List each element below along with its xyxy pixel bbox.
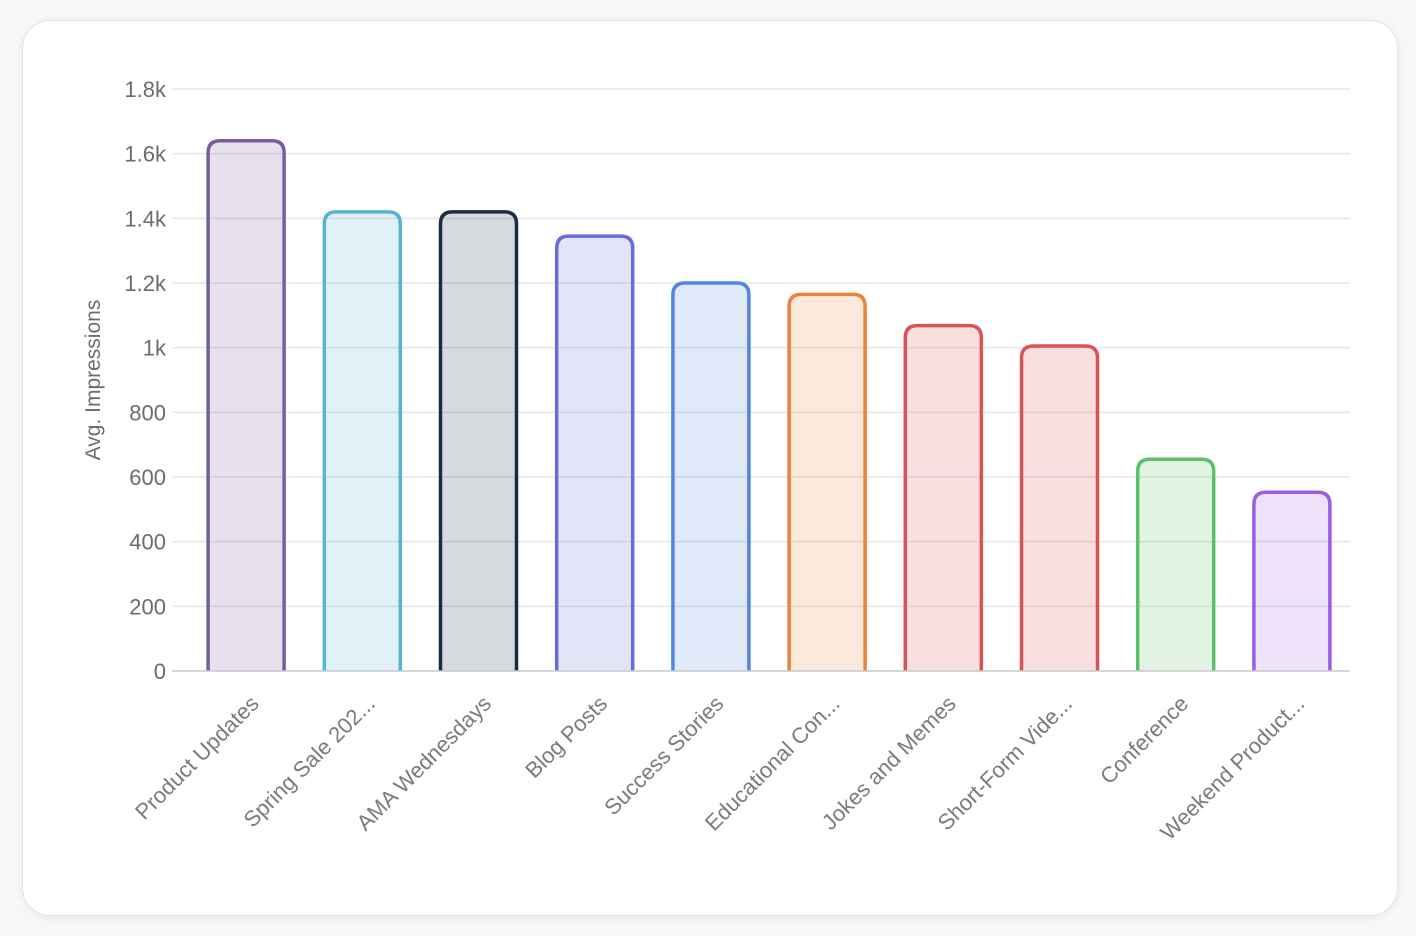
bar-fill [789, 294, 866, 671]
bar[interactable] [322, 210, 403, 671]
x-tick-label: Blog Posts [520, 691, 612, 783]
x-tick-label: Product Updates [130, 691, 264, 825]
bar[interactable] [671, 281, 751, 671]
bar-fill [672, 283, 749, 671]
y-tick-label: 600 [129, 465, 166, 490]
bar[interactable] [206, 138, 286, 671]
bars [206, 138, 1332, 671]
y-tick-label: 0 [154, 659, 166, 684]
x-tick-label: Conference [1095, 691, 1193, 789]
bar[interactable] [1135, 457, 1216, 671]
bar[interactable] [787, 292, 867, 671]
bar-fill [905, 325, 982, 671]
bar-fill [324, 211, 401, 671]
bar-fill [556, 236, 633, 671]
y-tick-label: 800 [129, 400, 166, 425]
bar[interactable] [438, 210, 519, 671]
y-tick-label: 1.4k [124, 206, 167, 231]
bar[interactable] [554, 234, 635, 671]
bar[interactable] [1019, 344, 1100, 671]
y-axis-title: Avg. Impressions [82, 300, 105, 461]
y-axis-ticks: 0 200 400 600 800 1k 1.2k 1.4k 1.6k 1.8k [124, 77, 167, 684]
bar[interactable] [1252, 490, 1332, 671]
x-tick-label: Success Stories [599, 691, 728, 820]
chart-card [22, 20, 1398, 916]
y-tick-label: 200 [129, 594, 166, 619]
y-tick-label: 1.6k [124, 142, 167, 167]
bar-fill [440, 211, 517, 671]
bar-fill [1137, 459, 1214, 671]
y-tick-label: 1.8k [124, 77, 167, 102]
grid-lines [172, 88, 1350, 608]
y-tick-label: 400 [129, 530, 166, 555]
bar[interactable] [903, 323, 984, 671]
bar-fill [1253, 492, 1330, 671]
bar-fill [1021, 346, 1098, 671]
y-tick-label: 1k [143, 336, 167, 361]
y-tick-label: 1.2k [124, 271, 167, 296]
bar-fill [208, 140, 285, 671]
